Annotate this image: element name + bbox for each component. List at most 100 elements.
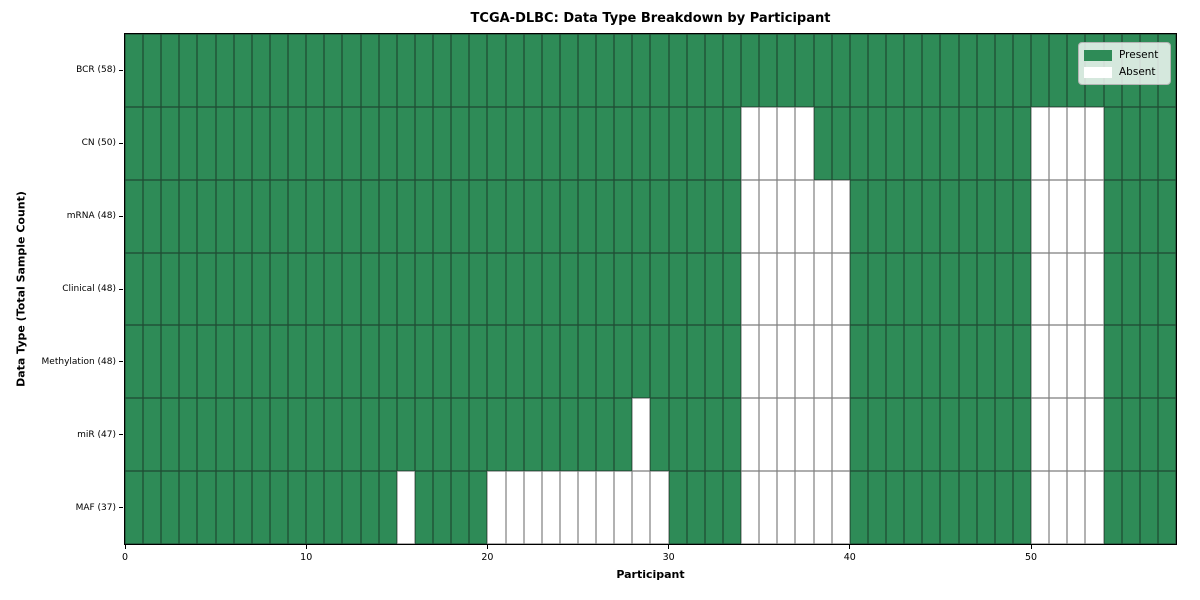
heatmap-cell — [940, 398, 959, 472]
heatmap-cell — [523, 325, 542, 399]
heatmap-cell — [179, 179, 198, 253]
heatmap-cell — [994, 179, 1013, 253]
x-tick-mark — [1030, 545, 1032, 549]
heatmap-cell — [414, 398, 434, 472]
heatmap-cell — [867, 34, 887, 107]
heatmap-cell — [1157, 325, 1176, 399]
heatmap-cell — [831, 106, 850, 180]
heatmap-cell — [686, 34, 705, 107]
x-tick-label: 0 — [121, 552, 129, 563]
heatmap-cell — [288, 106, 307, 180]
heatmap-cell — [342, 471, 361, 544]
heatmap-cell — [1139, 179, 1158, 253]
heatmap-cell — [686, 471, 705, 544]
heatmap-cell — [1121, 471, 1140, 544]
heatmap-cell — [143, 398, 162, 472]
heatmap-cell — [704, 34, 723, 107]
heatmap-cell — [722, 179, 742, 253]
heatmap-cell — [487, 106, 506, 180]
heatmap-cell — [813, 106, 832, 180]
heatmap-cell — [125, 252, 144, 326]
heatmap-cell — [596, 471, 615, 544]
heatmap-cell — [741, 252, 760, 326]
heatmap-cell — [523, 179, 542, 253]
heatmap-cell — [360, 252, 379, 326]
heatmap-cell — [632, 34, 651, 107]
heatmap-cell — [215, 179, 234, 253]
heatmap-cell — [433, 179, 452, 253]
heatmap-cell — [306, 34, 325, 107]
heatmap-cell — [704, 252, 723, 326]
heatmap-cell — [1012, 325, 1032, 399]
heatmap-cell — [469, 471, 488, 544]
heatmap-cell — [1103, 471, 1122, 544]
heatmap-cell — [1049, 106, 1068, 180]
heatmap-cell — [831, 252, 850, 326]
legend-entry: Present — [1084, 49, 1162, 61]
heatmap-cell — [777, 179, 796, 253]
heatmap-cell — [1012, 106, 1032, 180]
heatmap-cell — [940, 325, 959, 399]
heatmap-cell — [306, 179, 325, 253]
heatmap-cell — [414, 471, 434, 544]
heatmap-cell — [759, 325, 778, 399]
heatmap-cell — [251, 34, 270, 107]
heatmap-cell — [215, 325, 234, 399]
heatmap-cell — [360, 34, 379, 107]
heatmap-grid — [125, 34, 1176, 544]
heatmap-cell — [505, 34, 524, 107]
heatmap-cell — [1012, 34, 1032, 107]
heatmap-cell — [161, 34, 180, 107]
heatmap-cell — [831, 179, 850, 253]
heatmap-cell — [1085, 325, 1104, 399]
heatmap-cell — [559, 179, 579, 253]
heatmap-cell — [306, 471, 325, 544]
heatmap-cell — [922, 325, 941, 399]
heatmap-cell — [886, 252, 905, 326]
heatmap-cell — [704, 106, 723, 180]
heatmap-cell — [1121, 325, 1140, 399]
heatmap-cell — [559, 252, 579, 326]
heatmap-cell — [197, 106, 216, 180]
heatmap-cell — [1157, 398, 1176, 472]
heatmap-cell — [994, 325, 1013, 399]
heatmap-cell — [886, 106, 905, 180]
heatmap-cell — [940, 34, 959, 107]
heatmap-cell — [994, 252, 1013, 326]
heatmap-cell — [1012, 471, 1032, 544]
heatmap-cell — [1067, 179, 1086, 253]
heatmap-cell — [251, 252, 270, 326]
heatmap-cell — [886, 34, 905, 107]
heatmap-cell — [1121, 252, 1140, 326]
heatmap-cell — [578, 34, 597, 107]
heatmap-cell — [922, 106, 941, 180]
heatmap-cell — [1067, 106, 1086, 180]
x-tick-mark — [124, 545, 126, 549]
heatmap-cell — [342, 325, 361, 399]
heatmap-cell — [469, 34, 488, 107]
heatmap-cell — [976, 325, 995, 399]
heatmap-cell — [251, 471, 270, 544]
heatmap-cell — [777, 252, 796, 326]
heatmap-cell — [722, 252, 742, 326]
heatmap-cell — [795, 34, 814, 107]
heatmap-cell — [161, 471, 180, 544]
heatmap-cell — [1121, 106, 1140, 180]
heatmap-cell — [505, 325, 524, 399]
heatmap-cell — [451, 325, 470, 399]
heatmap-cell — [759, 471, 778, 544]
heatmap-cell — [922, 471, 941, 544]
heatmap-cell — [251, 325, 270, 399]
heatmap-cell — [378, 34, 397, 107]
heatmap-cell — [1139, 471, 1158, 544]
heatmap-cell — [596, 325, 615, 399]
heatmap-cell — [197, 325, 216, 399]
heatmap-cell — [813, 398, 832, 472]
heatmap-cell — [1085, 252, 1104, 326]
heatmap-cell — [722, 398, 742, 472]
heatmap-cell — [596, 252, 615, 326]
heatmap-cell — [233, 252, 252, 326]
heatmap-cell — [849, 398, 868, 472]
x-tick-mark — [305, 545, 307, 549]
